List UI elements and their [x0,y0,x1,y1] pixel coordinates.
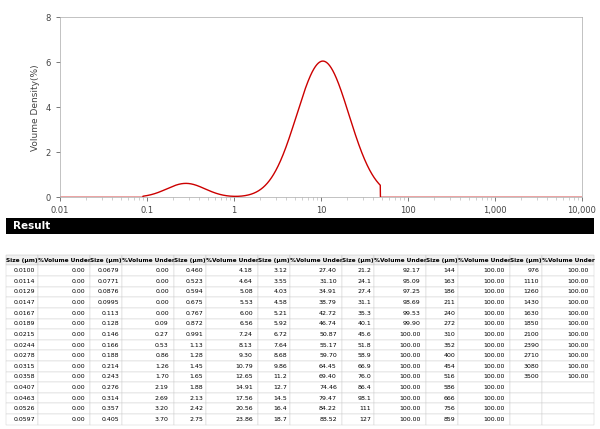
Y-axis label: Volume Density(%): Volume Density(%) [31,64,40,151]
Text: Result: Result [13,221,50,231]
Bar [6,218,594,234]
X-axis label: Size Classes(μm): Size Classes(μm) [283,221,359,230]
